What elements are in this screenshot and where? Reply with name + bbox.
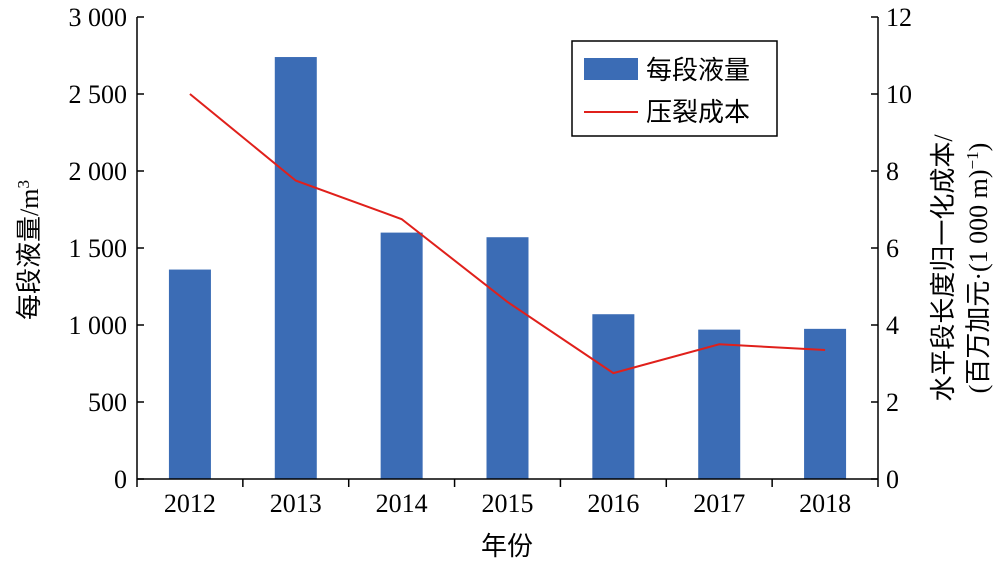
- right-tick-label: 8: [886, 157, 899, 186]
- bar: [380, 232, 423, 479]
- right-axis-title-line1: 水平段长度归一化成本/: [929, 134, 958, 402]
- bar: [804, 328, 847, 479]
- right-tick-label: 4: [886, 311, 899, 340]
- legend-bar-swatch: [584, 58, 638, 80]
- right-tick-label: 10: [886, 80, 912, 109]
- left-tick-label: 1 500: [69, 234, 128, 263]
- left-tick-label: 500: [88, 388, 127, 417]
- x-tick-label: 2018: [799, 489, 851, 518]
- left-tick-label: 2 000: [69, 157, 128, 186]
- left-axis-title: 每段液量/m3: [14, 180, 44, 320]
- left-tick-label: 0: [114, 465, 127, 494]
- left-axis-ticks: 0 500 1 000 1 500 2 000 2 500 3 000: [69, 3, 144, 494]
- right-axis-ticks: 0 2 4 6 8 10 12: [871, 3, 912, 494]
- x-tick-label: 2014: [376, 489, 428, 518]
- line-series: [189, 93, 826, 375]
- bar: [592, 314, 635, 479]
- bar: [274, 57, 317, 479]
- x-tick-label: 2013: [270, 489, 322, 518]
- x-tick-label: 2016: [587, 489, 639, 518]
- bar-series: [168, 57, 847, 479]
- x-tick-label: 2012: [164, 489, 216, 518]
- bar: [168, 269, 211, 479]
- x-axis-title: 年份: [481, 532, 533, 561]
- bar: [698, 329, 741, 479]
- legend-box: [571, 40, 778, 137]
- legend-line-label: 压裂成本: [646, 98, 750, 127]
- right-tick-label: 0: [886, 465, 899, 494]
- legend: 每段液量 压裂成本: [571, 40, 778, 137]
- x-axis-ticks: 2012 2013 2014 2015 2016 2017 2018: [136, 479, 879, 518]
- left-tick-label: 1 000: [69, 311, 128, 340]
- right-axis-title-line2: (百万加元·(1 000 m)−1): [963, 143, 993, 394]
- right-axis-title-superscript: −1: [963, 151, 982, 169]
- x-tick-label: 2015: [482, 489, 534, 518]
- right-tick-label: 6: [886, 234, 899, 263]
- left-tick-label: 2 500: [69, 80, 128, 109]
- bar: [486, 237, 529, 479]
- left-tick-label: 3 000: [69, 3, 128, 32]
- x-tick-label: 2017: [693, 489, 745, 518]
- right-axis-title-close: ): [964, 143, 993, 152]
- cost-line: [189, 93, 826, 375]
- left-axis-title-superscript: 3: [14, 180, 33, 189]
- right-tick-label: 12: [886, 3, 912, 32]
- legend-bar-label: 每段液量: [646, 56, 750, 85]
- right-tick-label: 2: [886, 388, 899, 417]
